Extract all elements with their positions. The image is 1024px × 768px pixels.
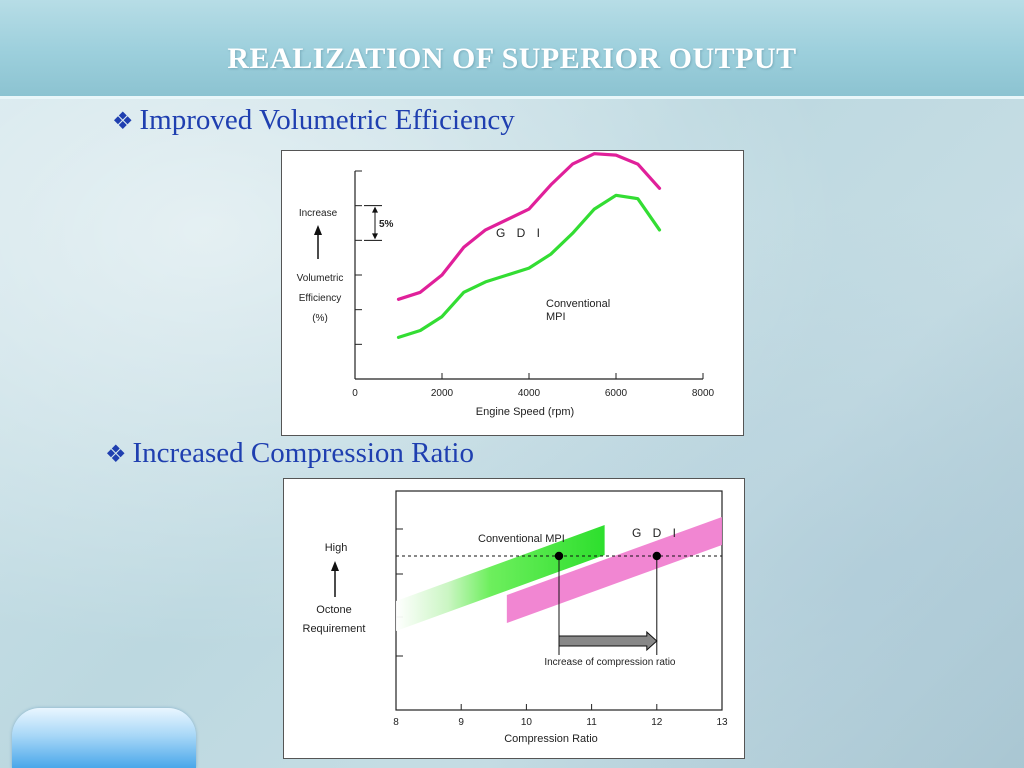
y-label-increase: Increase xyxy=(299,208,338,219)
decorative-pill-shape xyxy=(12,708,196,768)
dimension-arrow-icon xyxy=(372,206,378,213)
gdi-band xyxy=(506,517,722,623)
y-label-high: High xyxy=(325,542,348,554)
x-tick-label: 8 xyxy=(393,717,399,728)
volumetric-efficiency-chart: 0 2000 4000 6000 8000 Engine Speed (rpm) Incre… xyxy=(281,150,744,436)
x-axis-title: Compression Ratio xyxy=(504,733,598,745)
up-arrow-head-icon xyxy=(314,225,322,235)
bullet-volumetric-efficiency: ❖ Improved Volumetric Efficiency xyxy=(112,104,515,137)
mpi-band xyxy=(396,525,605,631)
y-axis-title: Octone xyxy=(316,604,351,616)
x-axis-title: Engine Speed (rpm) xyxy=(476,406,574,418)
legend-mpi: MPI xyxy=(546,311,566,323)
diamond-bullet-icon: ❖ xyxy=(112,109,134,135)
volumetric-efficiency-svg: 0 2000 4000 6000 8000 Engine Speed (rpm) Incre… xyxy=(297,152,715,418)
dimension-arrow-icon xyxy=(372,233,378,240)
y-axis-title: Requirement xyxy=(303,623,366,635)
right-arrow-icon xyxy=(558,630,658,652)
annotation-5pct: 5% xyxy=(379,219,394,230)
x-tick-label: 13 xyxy=(716,717,728,728)
y-axis-title: Efficiency xyxy=(299,293,342,304)
gdi-line xyxy=(396,152,662,301)
x-tick-label: 0 xyxy=(352,388,358,399)
y-axis-title: Volumetric xyxy=(297,273,344,284)
compression-ratio-svg: 8 9 10 11 12 13 Compression Ratio High Octone Req… xyxy=(303,490,728,745)
x-tick-label: 8000 xyxy=(692,388,715,399)
up-arrow-head-icon xyxy=(331,561,339,571)
legend-mpi: Conventional xyxy=(546,298,610,310)
x-tick-label: 9 xyxy=(458,717,464,728)
plot-area-frame xyxy=(395,490,723,711)
title-bar: REALIZATION OF SUPERIOR OUTPUT xyxy=(0,0,1024,99)
label-mpi: Conventional MPI xyxy=(478,533,565,545)
x-tick-label: 6000 xyxy=(605,388,628,399)
x-tick-label: 11 xyxy=(586,717,597,728)
gdi-reference-point xyxy=(652,551,661,561)
bullet-compression-ratio-text: Increased Compression Ratio xyxy=(132,437,474,469)
x-tick-label: 2000 xyxy=(431,388,454,399)
x-tick-label: 10 xyxy=(521,717,533,728)
slide-title: REALIZATION OF SUPERIOR OUTPUT xyxy=(227,42,797,75)
x-tick-label: 12 xyxy=(651,717,663,728)
legend-gdi: G D I xyxy=(496,226,544,240)
mpi-line xyxy=(396,193,662,339)
diamond-bullet-icon: ❖ xyxy=(105,442,127,468)
x-tick-label: 4000 xyxy=(518,388,541,399)
y-axis-title: (%) xyxy=(312,313,328,324)
bullet-volumetric-efficiency-text: Improved Volumetric Efficiency xyxy=(139,104,515,136)
mpi-reference-point xyxy=(554,551,564,561)
label-gdi: G D I xyxy=(632,526,680,540)
compression-ratio-chart: 8 9 10 11 12 13 Compression Ratio High Octone Req… xyxy=(283,478,745,759)
annotation-increase: Increase of compression ratio xyxy=(544,657,676,668)
bullet-compression-ratio: ❖ Increased Compression Ratio xyxy=(105,437,474,470)
